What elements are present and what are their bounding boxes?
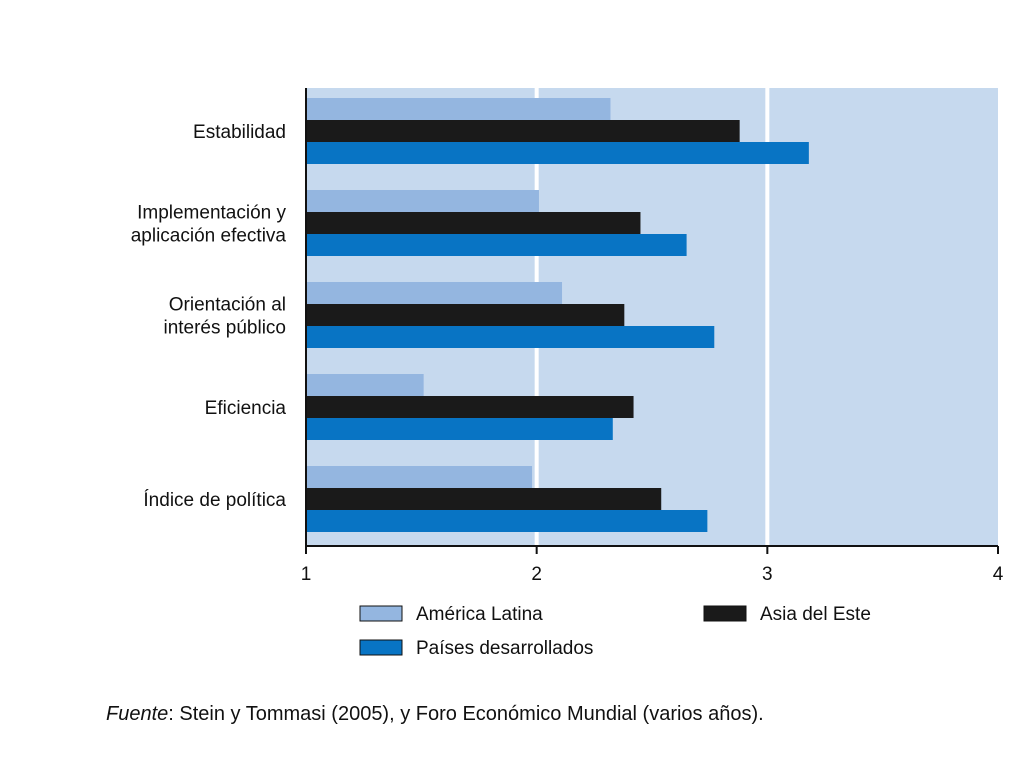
x-tick-label: 4 [993,564,1004,585]
bar [306,510,708,532]
bar [306,488,662,510]
category-labels: Estabilidad Implementación y aplicación ef… [131,122,287,511]
category-label: Índice de política [143,490,286,511]
x-tick-label: 1 [301,564,312,585]
category-label: Orientación al interés público [163,295,286,339]
x-tick-label: 2 [531,564,542,585]
axes [305,88,999,554]
legend-label: América Latina [416,604,543,625]
bar [306,234,687,256]
category-label: Implementación y aplicación efectiva [131,203,287,247]
bar [306,326,715,348]
legend-swatch [703,605,747,622]
bar [306,142,809,164]
bar [306,466,533,488]
bar [306,282,563,304]
legend-swatch [359,605,403,622]
legend-label: Asia del Este [760,604,871,625]
bar [306,120,740,142]
legend-swatch [359,639,403,656]
source-note: Fuente: Stein y Tommasi (2005), y Foro E… [106,702,866,726]
legend: América Latina Asia del Este Países desarr… [359,604,871,659]
bar [306,190,539,212]
category-label: Eficiencia [205,398,287,419]
legend-label: Países desarrollados [416,638,593,659]
source-text: : Stein y Tommasi (2005), y Foro Económi… [168,703,764,725]
source-label: Fuente [106,703,169,725]
x-tick-label: 3 [762,564,773,585]
bar [306,396,634,418]
bar [306,98,611,120]
tick-labels: 1 2 3 4 [301,564,1004,585]
category-label: Estabilidad [193,122,286,143]
bar [306,374,424,396]
bar [306,418,613,440]
bar [306,304,625,326]
bars [306,98,809,532]
bar [306,212,641,234]
